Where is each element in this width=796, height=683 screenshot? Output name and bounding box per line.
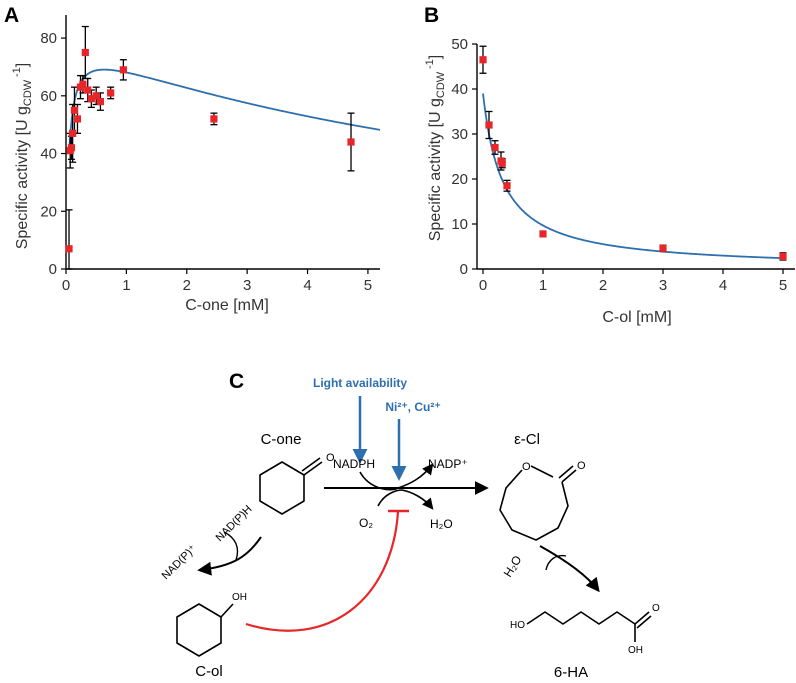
o2-label: O₂ bbox=[359, 516, 373, 530]
reduction-arrow bbox=[197, 536, 262, 576]
data-point bbox=[92, 92, 100, 100]
x-tick-label: 2 bbox=[183, 277, 191, 294]
nadph-branch-curve bbox=[223, 531, 239, 561]
y-tick-label: 10 bbox=[451, 216, 468, 233]
data-point bbox=[503, 182, 511, 190]
x-tick-label: 4 bbox=[719, 277, 727, 294]
data-point bbox=[479, 56, 487, 64]
y-tick-label: 0 bbox=[460, 261, 468, 278]
nadph-curve bbox=[359, 471, 399, 491]
nadph-branch-label: NAD(P)H bbox=[214, 503, 255, 544]
cyclohexanol-structure: OH bbox=[176, 592, 247, 657]
lactone-o-label: O bbox=[577, 460, 586, 472]
y-tick-label: 60 bbox=[40, 88, 57, 105]
data-point bbox=[347, 138, 355, 146]
x-tick-label: 4 bbox=[303, 277, 311, 294]
data-point bbox=[779, 252, 787, 260]
metal-ions-label: Ni²⁺, Cu²⁺ bbox=[385, 400, 440, 414]
x-tick-label: 0 bbox=[479, 277, 487, 294]
ring-o-label: O bbox=[522, 461, 531, 473]
hydrolysis-arrow bbox=[539, 545, 600, 593]
hydroxyhexanoic-acid-structure: HO O OH bbox=[510, 603, 660, 656]
x-tick-label: 5 bbox=[364, 277, 372, 294]
panel-letter-a: A bbox=[4, 4, 19, 27]
y-tick-label: 40 bbox=[451, 81, 468, 98]
data-point bbox=[485, 121, 493, 129]
x-tick-label: 0 bbox=[62, 277, 70, 294]
x-tick-label: 3 bbox=[659, 277, 667, 294]
six-ha-label: 6-HA bbox=[554, 664, 588, 681]
o2-curve bbox=[377, 489, 403, 507]
data-point bbox=[81, 48, 89, 57]
fit-curve bbox=[68, 68, 381, 154]
data-point bbox=[119, 66, 127, 74]
caprolactone-structure: O O bbox=[499, 460, 586, 541]
x-tick-label: 2 bbox=[599, 277, 607, 294]
y-tick-label: 0 bbox=[49, 261, 57, 278]
data-point bbox=[65, 245, 73, 253]
x-tick-label: 1 bbox=[122, 277, 130, 294]
data-point bbox=[79, 80, 87, 88]
y-tick-label: 30 bbox=[451, 126, 468, 143]
data-point bbox=[69, 129, 77, 137]
acid-o-label: O bbox=[652, 603, 660, 614]
data-point bbox=[70, 106, 79, 114]
y-tick-label: 50 bbox=[451, 36, 468, 53]
y-tick-label: 80 bbox=[40, 30, 57, 47]
c-one-label: C-one bbox=[261, 431, 302, 448]
y-tick-label: 20 bbox=[40, 203, 57, 220]
hydrolysis-water-curve bbox=[545, 554, 567, 571]
reaction-scheme: C Light availability Ni²⁺, Cu²⁺ C-one O … bbox=[160, 370, 660, 681]
y-tick-label: 40 bbox=[40, 146, 57, 163]
data-point bbox=[67, 144, 76, 152]
panel-letter-c: C bbox=[229, 370, 244, 393]
data-point bbox=[107, 89, 115, 97]
ho-label: HO bbox=[510, 620, 525, 631]
y-axis-title-a: Specific activity [U gCDW-1] bbox=[11, 63, 34, 249]
x-tick-label: 3 bbox=[243, 277, 251, 294]
e-cl-label: ε-Cl bbox=[514, 431, 540, 448]
data-point bbox=[659, 244, 667, 252]
data-point bbox=[498, 159, 506, 167]
acid-oh-label: OH bbox=[628, 645, 643, 656]
h2o-label: H₂O bbox=[430, 517, 453, 531]
data-point bbox=[87, 95, 95, 103]
cyclohexanone-structure: O bbox=[259, 452, 335, 515]
x-tick-label: 5 bbox=[779, 277, 787, 294]
data-point bbox=[73, 115, 82, 123]
x-axis-title-a: C-one [mM] bbox=[185, 297, 269, 314]
y-axis-title-b: Specific activity [U gCDW-1] bbox=[424, 55, 447, 241]
data-point bbox=[210, 115, 218, 123]
nadp-branch-label: NAD(P)⁺ bbox=[160, 543, 200, 583]
data-point bbox=[491, 143, 499, 152]
chart-a: A 0 1 2 3 4 5 0 20 40 60 80 C-one [mM] Specific ac… bbox=[4, 4, 381, 314]
x-axis-title-b: C-ol [mM] bbox=[602, 309, 671, 326]
data-point bbox=[539, 230, 547, 238]
alcohol-oh-label: OH bbox=[232, 592, 247, 603]
inhibition-line bbox=[245, 511, 400, 632]
light-availability-label: Light availability bbox=[313, 376, 407, 390]
y-tick-label: 20 bbox=[451, 171, 468, 188]
data-point bbox=[96, 97, 105, 106]
x-tick-label: 1 bbox=[539, 277, 547, 294]
ketone-o-label: O bbox=[326, 452, 335, 464]
hydrolysis-water-label: H₂O bbox=[501, 553, 525, 580]
c-ol-label: C-ol bbox=[195, 663, 223, 680]
nadp-plus-label: NADP⁺ bbox=[428, 457, 468, 471]
fit-curve bbox=[482, 93, 784, 260]
h2o-curve bbox=[401, 489, 434, 510]
nadp-curve bbox=[397, 463, 434, 489]
panel-letter-b: B bbox=[424, 4, 439, 27]
data-point bbox=[84, 86, 92, 94]
nadph-label: NADPH bbox=[333, 457, 375, 471]
